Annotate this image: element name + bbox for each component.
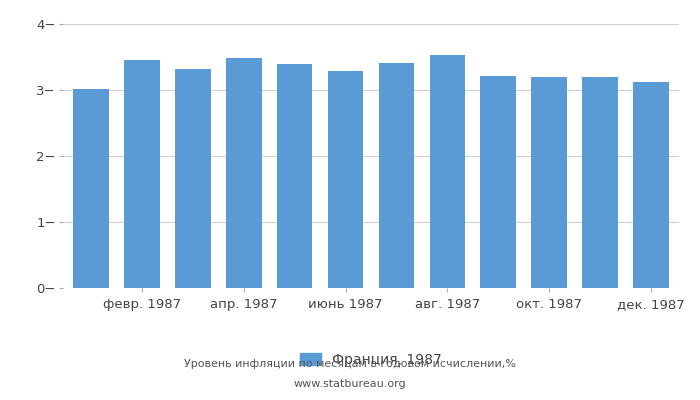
Bar (531, 78, 567, 288)
Bar (74, 89, 108, 288)
Text: www.statbureau.org: www.statbureau.org (294, 379, 406, 389)
Bar (328, 71, 363, 288)
Bar (430, 55, 466, 288)
Text: Уровень инфляции по месяцам в годовом исчислении,%: Уровень инфляции по месяцам в годовом ис… (184, 359, 516, 369)
Bar (226, 58, 262, 288)
Bar (175, 69, 211, 288)
Bar (634, 82, 668, 288)
Bar (379, 63, 414, 288)
Bar (276, 64, 312, 288)
Bar (582, 77, 618, 288)
Bar (480, 76, 516, 288)
Bar (124, 60, 160, 288)
Legend: Франция, 1987: Франция, 1987 (300, 353, 442, 367)
